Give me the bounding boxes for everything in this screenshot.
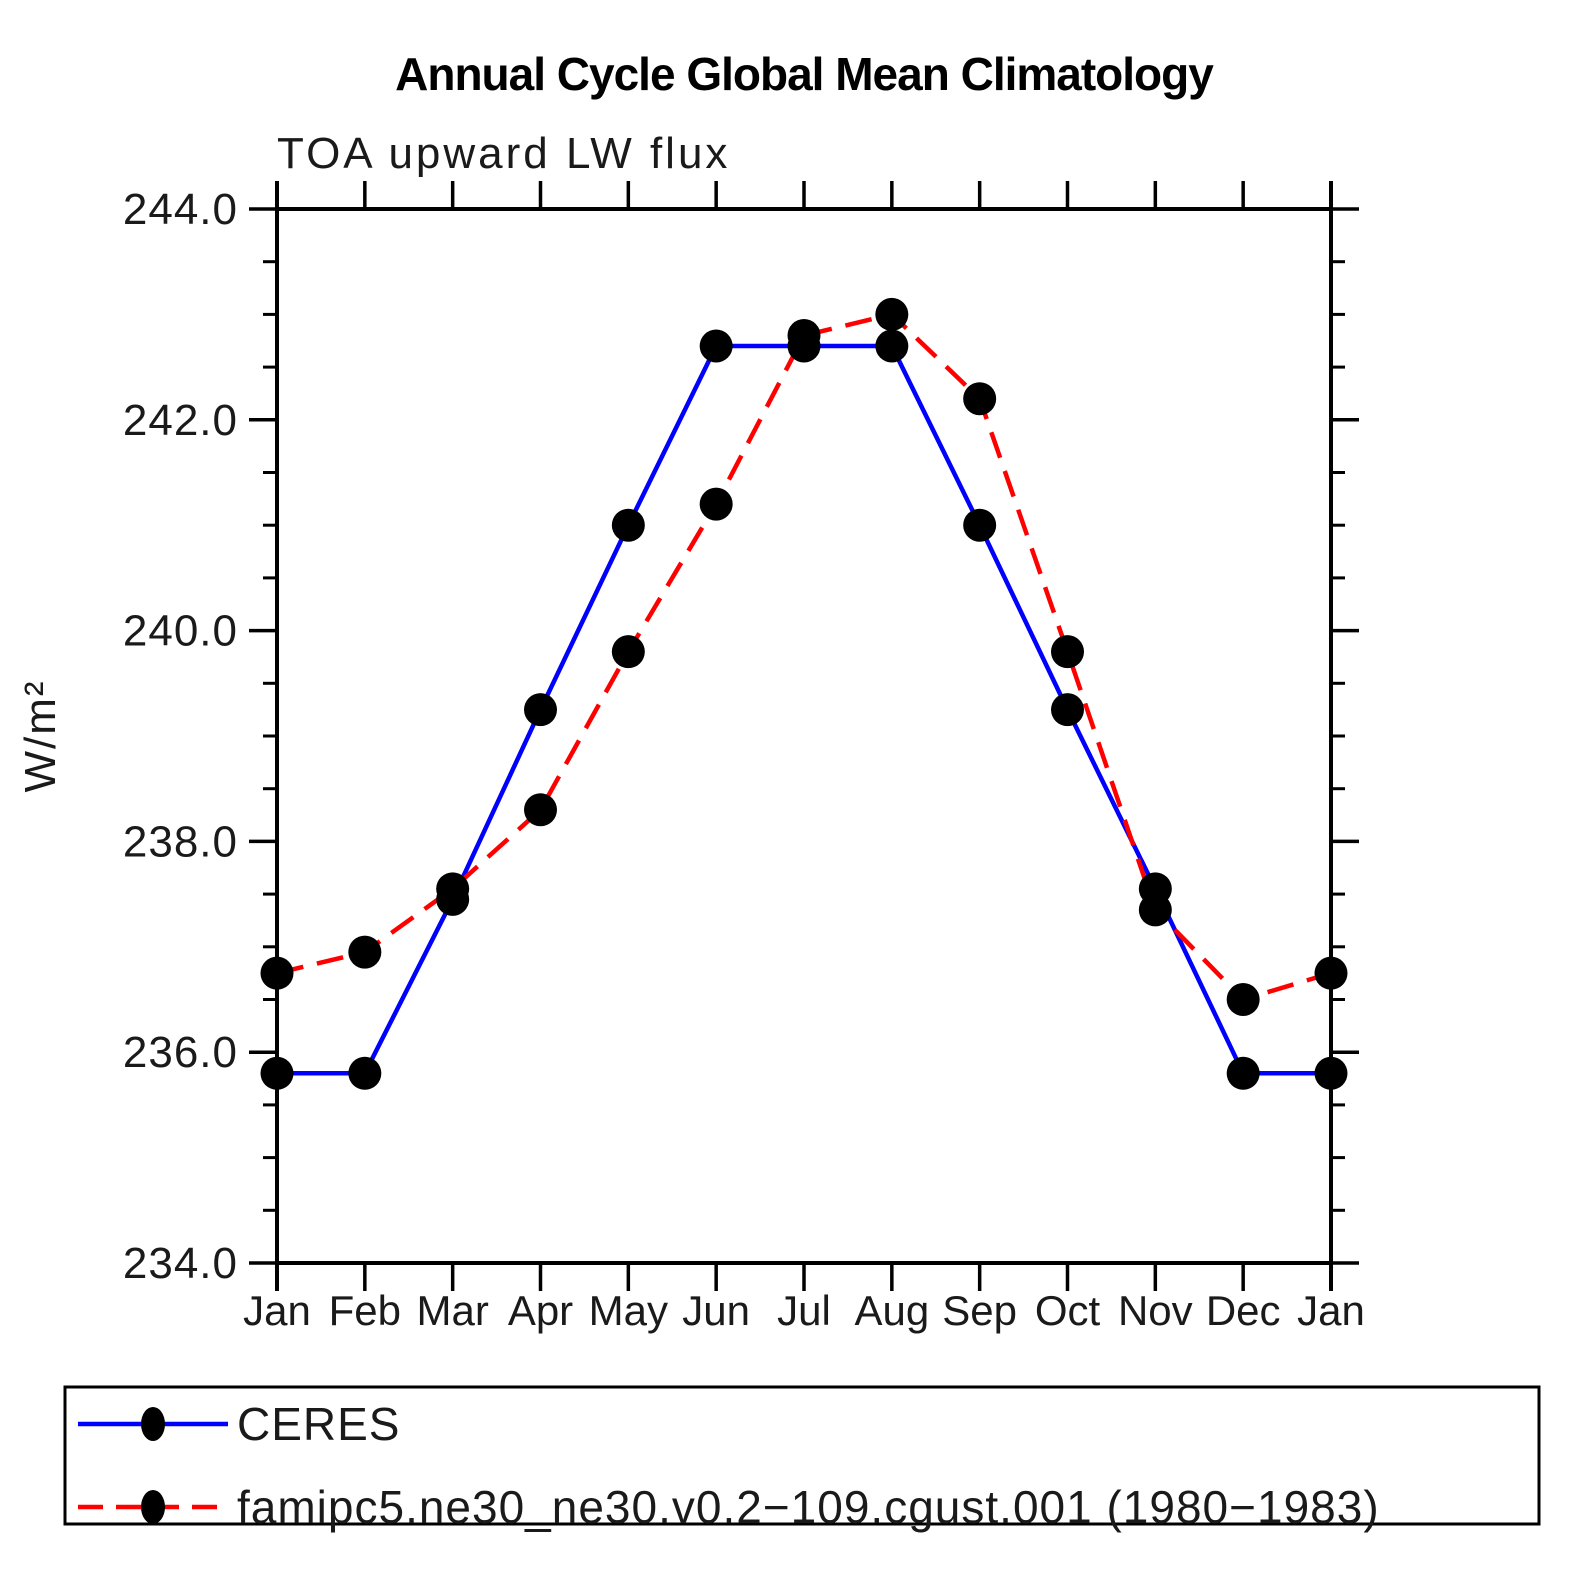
x-tick-label: Nov (1118, 1287, 1193, 1334)
legend-sample-marker (141, 1407, 165, 1441)
x-tick-label: Jun (682, 1287, 750, 1334)
x-tick-label: Sep (942, 1287, 1017, 1334)
model-data-point (699, 487, 733, 521)
ceres-line (277, 343, 1331, 1076)
x-axis-ticks (275, 181, 1333, 1291)
ceres-data-point (699, 329, 733, 363)
legend-samples (78, 1407, 228, 1524)
model-data-point (1226, 983, 1260, 1016)
legend-sample-marker (141, 1490, 165, 1524)
model-line (276, 312, 1332, 1002)
model-data-point (524, 793, 557, 827)
model-data-point (348, 935, 382, 969)
x-tick-label: Oct (1035, 1287, 1101, 1334)
x-tick-label: Feb (329, 1287, 401, 1334)
x-tick-label: Jan (243, 1287, 311, 1334)
x-tick-label: Dec (1206, 1287, 1281, 1334)
legend-box: CERES famipc5.ne30_ne30.v0.2−109.cgust.0… (63, 1385, 1541, 1533)
y-tick-labels: 244.0 242.0 240.0 238.0 236.0 234.0 (123, 185, 238, 1288)
model-data-point (260, 956, 294, 990)
y-tick-label: 234.0 (123, 1239, 238, 1288)
ceres-data-point (963, 508, 997, 542)
legend-label-ceres: CERES (237, 1398, 400, 1450)
x-tick-label: Apr (508, 1287, 573, 1334)
ceres-data-point (611, 508, 645, 542)
ceres-data-point (1051, 693, 1084, 727)
model-data-point (787, 318, 821, 352)
ceres-data-point (348, 1056, 382, 1090)
model-data-point (963, 382, 997, 416)
y-tick-label: 240.0 (123, 607, 238, 656)
y-tick-label: 242.0 (123, 396, 238, 445)
ceres-data-point (1314, 1056, 1348, 1090)
y-axis-label: W/m² (16, 679, 65, 792)
legend-border (63, 1385, 1541, 1526)
legend-label-model: famipc5.ne30_ne30.v0.2−109.cgust.001 (19… (237, 1481, 1380, 1533)
model-data-point (1138, 893, 1172, 927)
model-data-point (436, 872, 470, 906)
chart-subtitle: TOA upward LW flux (277, 129, 730, 178)
ceres-data-point (524, 693, 557, 727)
ceres-data-point (260, 1056, 294, 1090)
model-data-point (1051, 635, 1084, 669)
y-tick-label: 244.0 (123, 185, 238, 234)
model-data-point (1314, 956, 1348, 990)
series-markers (260, 297, 1348, 1090)
x-tick-label: May (589, 1287, 668, 1334)
x-tick-label: Jul (777, 1287, 831, 1334)
x-tick-label: Mar (416, 1287, 488, 1334)
model-data-point (611, 635, 645, 669)
ceres-data-point (1226, 1056, 1260, 1090)
ceres-data-point (875, 329, 909, 363)
x-tick-label: Jan (1297, 1287, 1365, 1334)
y-tick-label: 236.0 (123, 1028, 238, 1077)
x-tick-labels: Jan Feb Mar Apr May Jun Jul Aug Sep Oct Nov Dec Jan (243, 1287, 1365, 1334)
y-tick-label: 238.0 (123, 817, 238, 866)
model-data-point (875, 297, 909, 331)
x-tick-label: Aug (854, 1287, 929, 1334)
y-axis-ticks (249, 207, 1359, 1265)
chart-title: Annual Cycle Global Mean Climatology (395, 48, 1214, 100)
series-lines (276, 312, 1332, 1076)
